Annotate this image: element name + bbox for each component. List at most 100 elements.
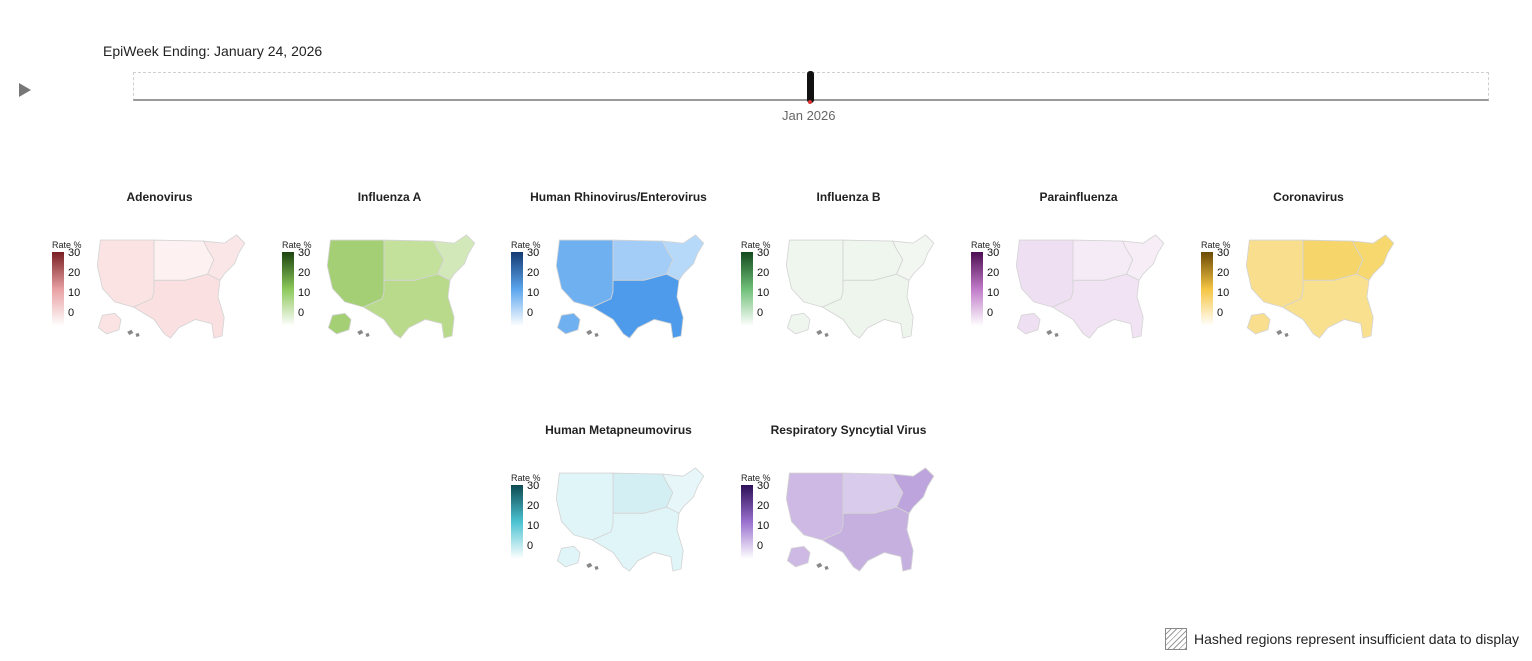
legend-title: Rate % — [282, 240, 312, 250]
timeline-handle[interactable] — [807, 71, 814, 103]
play-button[interactable] — [19, 83, 31, 97]
legend-tick-label: 20 — [527, 267, 540, 279]
legend-tick-label: 30 — [757, 247, 770, 259]
map-region-west[interactable] — [96, 239, 155, 308]
legend-tick-label: 0 — [527, 540, 534, 552]
legend-tick-label: 20 — [987, 267, 1000, 279]
legend-title: Rate % — [741, 240, 771, 250]
map-region-west[interactable] — [1015, 239, 1074, 308]
map-region-northeast[interactable] — [891, 234, 935, 281]
legend-tick-label: 10 — [527, 287, 540, 299]
map-region-northeast[interactable] — [202, 234, 246, 281]
map-region-midwest[interactable] — [842, 239, 904, 281]
map-region-alaska[interactable] — [1246, 312, 1271, 335]
map-region-northeast[interactable] — [1351, 234, 1395, 281]
map-region-west[interactable] — [785, 239, 844, 308]
legend-tick-label: 20 — [757, 267, 770, 279]
map-region-northeast[interactable] — [432, 234, 476, 281]
legend-tick-label: 30 — [1217, 247, 1230, 259]
map-title: Coronavirus — [1273, 190, 1344, 204]
us-map — [96, 234, 246, 339]
legend-color-bar — [511, 252, 523, 326]
color-legend: Rate % 30 20 10 0 — [1201, 240, 1241, 330]
map-region-alaska[interactable] — [556, 312, 581, 335]
map-region-alaska[interactable] — [786, 545, 811, 568]
legend-tick-label: 30 — [527, 247, 540, 259]
map-panel: Parainfluenza Rate % 30 20 10 0 — [971, 190, 1186, 350]
map-region-midwest[interactable] — [612, 472, 674, 514]
map-region-midwest[interactable] — [383, 239, 445, 281]
legend-title: Rate % — [511, 240, 541, 250]
us-map — [785, 467, 935, 572]
map-region-northeast[interactable] — [891, 467, 935, 514]
map-region-hawaii[interactable] — [1276, 329, 1289, 337]
map-region-hawaii[interactable] — [127, 329, 140, 337]
legend-tick-label: 30 — [987, 247, 1000, 259]
map-region-hawaii[interactable] — [586, 329, 599, 337]
legend-tick-label: 20 — [68, 267, 81, 279]
legend-color-bar — [971, 252, 983, 326]
legend-color-bar — [511, 485, 523, 559]
map-region-hawaii[interactable] — [586, 562, 599, 570]
us-map — [1245, 234, 1395, 339]
legend-tick-label: 20 — [1217, 267, 1230, 279]
timeline-handle-marker — [808, 100, 812, 104]
legend-tick-label: 10 — [1217, 287, 1230, 299]
us-map — [326, 234, 476, 339]
legend-color-bar — [1201, 252, 1213, 326]
legend-color-bar — [52, 252, 64, 326]
map-region-hawaii[interactable] — [357, 329, 370, 337]
color-legend: Rate % 30 20 10 0 — [52, 240, 92, 330]
legend-tick-label: 20 — [757, 500, 770, 512]
map-region-midwest[interactable] — [1072, 239, 1134, 281]
map-region-midwest[interactable] — [842, 472, 904, 514]
map-region-midwest[interactable] — [153, 239, 215, 281]
color-legend: Rate % 30 20 10 0 — [511, 240, 551, 330]
map-title: Adenovirus — [126, 190, 193, 204]
map-region-alaska[interactable] — [1016, 312, 1041, 335]
legend-tick-label: 0 — [987, 307, 994, 319]
us-map — [785, 234, 935, 339]
color-legend: Rate % 30 20 10 0 — [741, 240, 781, 330]
legend-tick-label: 0 — [527, 307, 534, 319]
legend-color-bar — [282, 252, 294, 326]
map-panel: Coronavirus Rate % 30 20 10 0 — [1201, 190, 1416, 350]
map-region-northeast[interactable] — [661, 467, 705, 514]
map-title: Human Rhinovirus/Enterovirus — [530, 190, 707, 204]
legend-tick-label: 10 — [757, 520, 770, 532]
map-region-hawaii[interactable] — [816, 562, 829, 570]
legend-tick-label: 30 — [68, 247, 81, 259]
map-title: Influenza A — [357, 190, 422, 204]
map-region-west[interactable] — [555, 472, 614, 541]
legend-tick-label: 10 — [298, 287, 311, 299]
hash-legend-text: Hashed regions represent insufficient da… — [1194, 631, 1520, 647]
map-panel: Human Rhinovirus/Enterovirus Rate % 30 20 10… — [511, 190, 726, 350]
map-region-midwest[interactable] — [612, 239, 674, 281]
map-panel: Influenza B Rate % 30 20 10 0 — [741, 190, 956, 350]
map-region-alaska[interactable] — [556, 545, 581, 568]
map-region-northeast[interactable] — [1121, 234, 1165, 281]
epiweek-label: EpiWeek Ending: January 24, 2026 — [103, 43, 323, 59]
map-region-alaska[interactable] — [97, 312, 122, 335]
map-panel: Influenza A Rate % 30 20 10 0 — [282, 190, 497, 350]
map-panel: Human Metapneumovirus Rate % 30 20 10 0 — [511, 423, 726, 583]
legend-tick-label: 10 — [527, 520, 540, 532]
map-region-hawaii[interactable] — [816, 329, 829, 337]
legend-title: Rate % — [741, 473, 771, 483]
map-panel: Adenovirus Rate % 30 20 10 0 — [52, 190, 267, 350]
map-region-west[interactable] — [555, 239, 614, 308]
legend-tick-label: 20 — [298, 267, 311, 279]
map-region-northeast[interactable] — [661, 234, 705, 281]
map-region-west[interactable] — [785, 472, 844, 541]
color-legend: Rate % 30 20 10 0 — [511, 473, 551, 563]
map-region-hawaii[interactable] — [1046, 329, 1059, 337]
hash-swatch — [1165, 628, 1187, 650]
map-region-west[interactable] — [326, 239, 385, 308]
map-region-alaska[interactable] — [786, 312, 811, 335]
map-region-midwest[interactable] — [1302, 239, 1364, 281]
map-region-west[interactable] — [1245, 239, 1304, 308]
us-map — [1015, 234, 1165, 339]
legend-tick-label: 10 — [987, 287, 1000, 299]
map-region-alaska[interactable] — [327, 312, 352, 335]
map-title: Respiratory Syncytial Virus — [770, 423, 927, 437]
